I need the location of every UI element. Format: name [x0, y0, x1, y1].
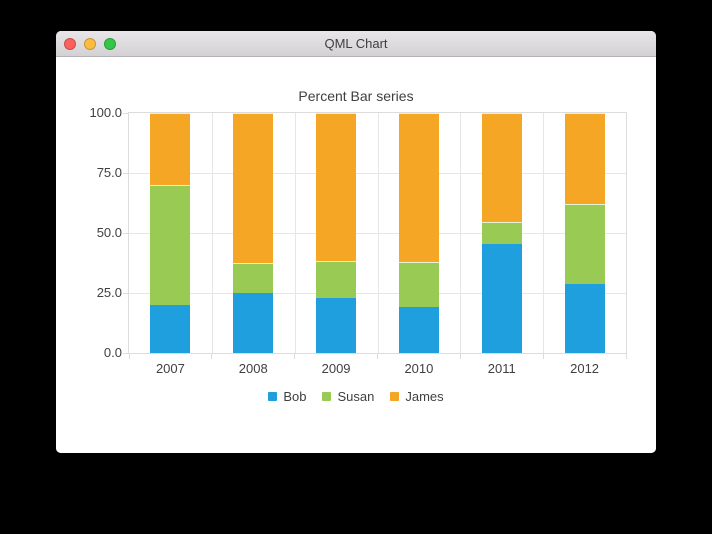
y-axis-label: 100.0: [89, 105, 122, 120]
bar-segment: [233, 263, 274, 293]
bar-segment: [316, 113, 357, 261]
y-axis-label: 75.0: [96, 165, 122, 180]
chart-legend: Bob Susan James: [56, 389, 656, 404]
bar-segment: [316, 260, 357, 298]
x-axis-tick: [377, 353, 378, 359]
bar-segment: [564, 204, 605, 285]
bar-segment: [150, 305, 191, 353]
y-axis-label: 50.0: [96, 225, 122, 240]
bar-segment: [564, 113, 605, 205]
x-axis-tick: [211, 353, 213, 359]
bar-segment: [398, 307, 439, 353]
x-axis-label: 2011: [487, 361, 516, 376]
bar-segment: [316, 297, 357, 353]
y-axis-tick: [123, 233, 129, 234]
x-axis-tick: [625, 353, 627, 359]
y-axis-label: 25.0: [96, 285, 122, 300]
close-button[interactable]: [64, 38, 76, 50]
window-titlebar[interactable]: QML Chart: [56, 31, 656, 57]
chart-view: Percent Bar series 100.0 75.0 50.0 25.0 0.0 2…: [56, 57, 656, 453]
grid-line-vertical: [460, 113, 462, 353]
x-axis-label: 2012: [570, 361, 600, 376]
bar-segment: [564, 284, 605, 353]
y-axis-tick: [123, 173, 129, 174]
traffic-lights: [64, 31, 116, 57]
legend-marker: [390, 392, 400, 401]
bar-segment: [398, 261, 439, 308]
plot-area: 100.0 75.0 50.0 25.0 0.0 2007 2008 2009 2010 2011…: [89, 105, 627, 376]
app-window: QML Chart Percent Bar series 100.0 75.0 50…: [56, 31, 656, 453]
grid-line-vertical: [211, 113, 213, 353]
legend-marker: [322, 392, 332, 401]
legend-label: Bob: [283, 389, 307, 404]
bar-segment: [398, 113, 439, 262]
legend-item: Susan: [322, 389, 374, 404]
bar-segment: [233, 113, 274, 263]
grid-line-vertical: [377, 113, 379, 353]
legend-label: Susan: [337, 389, 375, 404]
grid-line-vertical: [543, 113, 545, 353]
x-axis-tick: [459, 353, 461, 359]
legend-item: James: [390, 389, 444, 404]
y-axis-tick: [123, 293, 129, 294]
x-axis-label: 2010: [404, 361, 434, 376]
bar-segment: [150, 185, 191, 305]
minimize-button[interactable]: [84, 38, 96, 50]
x-axis-tick: [542, 353, 544, 359]
chart-title: Percent Bar series: [298, 88, 414, 104]
grid-line-vertical: [294, 113, 296, 353]
x-axis-tick: [294, 353, 296, 359]
y-axis-tick: [123, 113, 129, 114]
legend-label: James: [405, 389, 444, 404]
x-axis-tick: [128, 353, 130, 359]
legend-marker: [268, 392, 278, 401]
y-axis-tick: [123, 353, 129, 354]
bar-segment: [150, 113, 191, 185]
bar-segment: [481, 113, 522, 223]
zoom-button[interactable]: [104, 38, 116, 50]
x-axis-label: 2008: [238, 361, 268, 376]
x-axis-label: 2007: [155, 361, 185, 376]
bar-segment: [481, 222, 522, 244]
window-title: QML Chart: [324, 36, 388, 51]
legend-item: Bob: [268, 389, 306, 404]
bar-segment: [233, 293, 274, 353]
x-axis-label: 2009: [321, 361, 351, 376]
bar-segment: [481, 243, 522, 353]
y-axis-label: 0.0: [103, 345, 122, 360]
